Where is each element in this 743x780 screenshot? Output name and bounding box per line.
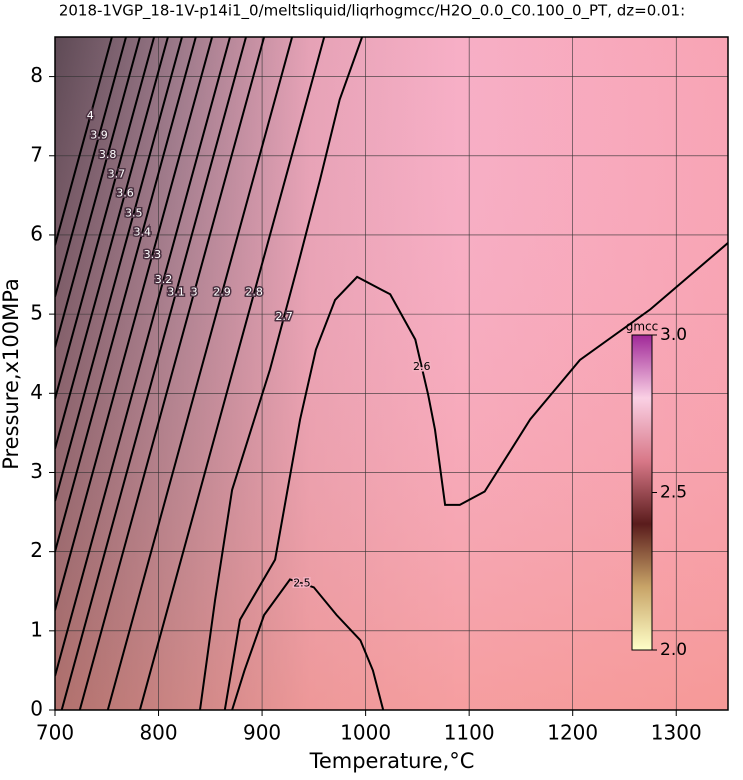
- contour-label: 2.5: [293, 576, 311, 589]
- contour-line: [55, 37, 141, 348]
- y-tick-label: 0: [30, 697, 43, 721]
- colorbar-tick-label: 3.0: [660, 325, 687, 345]
- y-axis-label: Pressure,x100MPa: [0, 278, 23, 470]
- y-tick-label: 4: [30, 380, 43, 404]
- x-tick-label: 1100: [444, 721, 495, 745]
- contour-line: [55, 37, 214, 611]
- y-tick-label: 8: [30, 63, 43, 87]
- contour-label: 2.8: [245, 286, 263, 299]
- contour-label: 3.5: [125, 206, 143, 219]
- y-tick-label: 6: [30, 221, 43, 245]
- contour-line: [199, 37, 364, 710]
- contour-label: 3: [191, 286, 198, 299]
- contour-label: 4: [87, 109, 94, 122]
- contour-line: [223, 242, 728, 710]
- contour-label: 3.3: [144, 248, 162, 261]
- contour-label: 3.8: [99, 148, 117, 161]
- contour-line: [55, 37, 169, 449]
- contour-line: [231, 578, 385, 710]
- contour-label: 2.9: [213, 286, 231, 299]
- contour-line: [138, 37, 326, 710]
- colorbar: gmcc 2.0 2.5 3.0: [626, 320, 687, 661]
- colorbar-tick-label: 2.0: [660, 640, 687, 660]
- axes: 700 800 900 1000 1100 1200 1300 0 1 2 3 4 5 6 7 8: [30, 63, 701, 744]
- contour-line: [55, 37, 183, 502]
- plot-shading: [55, 37, 728, 710]
- contour-line: [55, 37, 113, 246]
- y-tick-label: 3: [30, 459, 43, 483]
- contour-line: [55, 37, 197, 552]
- colorbar-tick-label: 2.5: [660, 483, 687, 503]
- chart-title: 2018-1VGP_18-1V-p14i1_0/meltsliquid/liqr…: [59, 2, 685, 21]
- plot-frame: [54, 36, 729, 711]
- contour-line: [78, 37, 266, 710]
- x-tick-label: 1300: [651, 721, 702, 745]
- y-tick-label: 1: [30, 617, 43, 641]
- contour-line: [60, 37, 247, 710]
- y-tick-label: 5: [30, 301, 43, 325]
- contour-label: 3.2: [155, 273, 173, 286]
- grid: [55, 37, 728, 710]
- contour-label: 2.7: [275, 310, 293, 323]
- x-tick-label: 900: [243, 721, 281, 745]
- contours: 2.5 2.6 2.7 2.8 2.9 3 3.13.2 3.3 3.4 3.5 3.6 3.7 3.8…: [55, 37, 728, 710]
- colorbar-scale: [631, 334, 653, 651]
- contour-line: [55, 37, 231, 677]
- y-tick-label: 7: [30, 142, 43, 166]
- contour-label: 2.6: [413, 360, 431, 373]
- contour-label: 3.6: [116, 186, 134, 199]
- x-tick-label: 1200: [547, 721, 598, 745]
- y-tick-label: 2: [30, 538, 43, 562]
- contour-label: 3.9: [90, 129, 108, 142]
- contour-label: 3.7: [108, 167, 126, 180]
- colorbar-label: gmcc: [626, 320, 659, 334]
- contour-line: [55, 37, 127, 297]
- contour-line: [55, 37, 156, 400]
- contour-line: [106, 37, 294, 710]
- contour-label: 3.4: [134, 226, 152, 239]
- x-tick-label: 700: [36, 721, 74, 745]
- contour-label: 3.1: [167, 286, 185, 299]
- x-axis-label: Temperature,°C: [309, 749, 475, 773]
- x-tick-label: 1000: [340, 721, 391, 745]
- x-tick-label: 800: [139, 721, 177, 745]
